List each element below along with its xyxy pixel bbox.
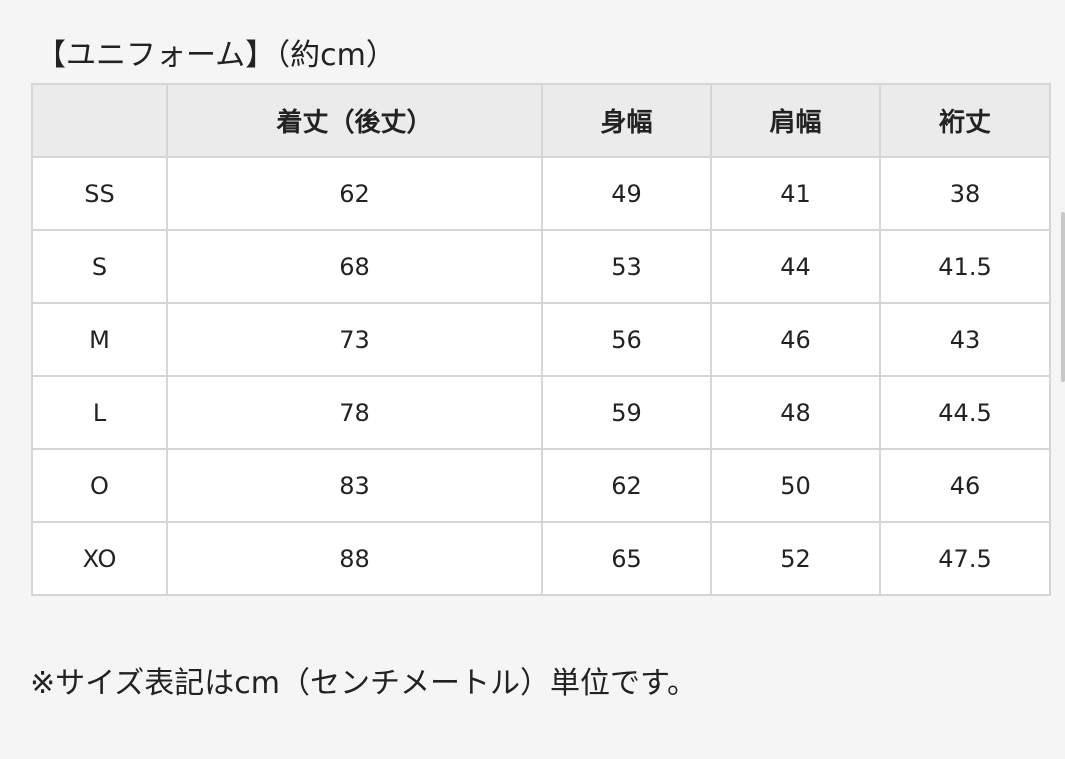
measurement-cell: 73 [166,302,543,377]
measurement-cell: 44 [710,229,881,304]
section-title: 【ユニフォーム】（約cm） [36,38,396,73]
column-header [31,83,168,158]
size-label-cell: M [31,302,168,377]
size-label-cell: S [31,229,168,304]
size-table: 着丈（後丈） 身幅 肩幅 裄丈 SS 62 49 41 38 S 68 53 44 41.5 M 73 56 4… [31,83,1051,596]
size-label-cell: XO [31,521,168,596]
table-row: O 83 62 50 46 [31,448,1051,523]
measurement-cell: 78 [166,375,543,450]
measurement-cell: 49 [541,156,712,231]
column-header: 着丈（後丈） [166,83,543,158]
measurement-cell: 43 [879,302,1051,377]
measurement-cell: 68 [166,229,543,304]
measurement-cell: 48 [710,375,881,450]
measurement-cell: 41.5 [879,229,1051,304]
unit-note: ※サイズ表記はcm（センチメートル）単位です。 [30,666,697,701]
measurement-cell: 46 [710,302,881,377]
measurement-cell: 44.5 [879,375,1051,450]
table-row: SS 62 49 41 38 [31,156,1051,231]
measurement-cell: 52 [710,521,881,596]
measurement-cell: 88 [166,521,543,596]
measurement-cell: 47.5 [879,521,1051,596]
measurement-cell: 53 [541,229,712,304]
measurement-cell: 38 [879,156,1051,231]
measurement-cell: 59 [541,375,712,450]
scrollbar[interactable] [1061,212,1065,382]
measurement-cell: 83 [166,448,543,523]
column-header: 裄丈 [879,83,1051,158]
size-label-cell: L [31,375,168,450]
measurement-cell: 62 [541,448,712,523]
measurement-cell: 46 [879,448,1051,523]
size-label-cell: SS [31,156,168,231]
size-label-cell: O [31,448,168,523]
table-header-row: 着丈（後丈） 身幅 肩幅 裄丈 [31,83,1051,158]
column-header: 身幅 [541,83,712,158]
table-row: S 68 53 44 41.5 [31,229,1051,304]
measurement-cell: 65 [541,521,712,596]
table-row: M 73 56 46 43 [31,302,1051,377]
measurement-cell: 62 [166,156,543,231]
table-row: XO 88 65 52 47.5 [31,521,1051,596]
measurement-cell: 50 [710,448,881,523]
column-header: 肩幅 [710,83,881,158]
table-row: L 78 59 48 44.5 [31,375,1051,450]
measurement-cell: 56 [541,302,712,377]
measurement-cell: 41 [710,156,881,231]
